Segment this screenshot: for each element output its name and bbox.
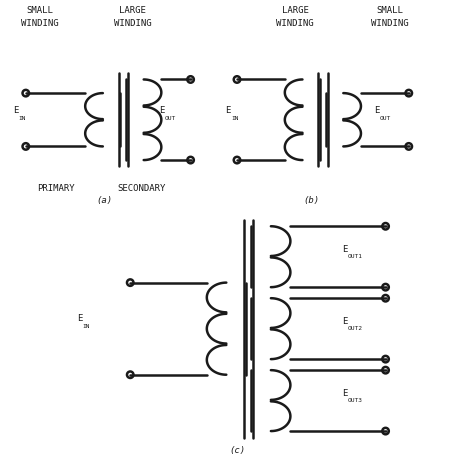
Text: E: E — [342, 245, 348, 254]
Text: OUT3: OUT3 — [348, 398, 363, 403]
Text: OUT2: OUT2 — [348, 326, 363, 332]
Text: E: E — [374, 106, 380, 115]
Text: (c): (c) — [229, 446, 245, 455]
Text: E: E — [342, 317, 348, 326]
Text: IN: IN — [82, 324, 90, 329]
Text: IN: IN — [231, 116, 238, 121]
Text: WINDING: WINDING — [114, 19, 151, 28]
Text: (a): (a) — [97, 196, 113, 205]
Text: SMALL: SMALL — [377, 6, 404, 15]
Text: (b): (b) — [303, 196, 319, 205]
Text: E: E — [342, 389, 348, 398]
Text: E: E — [77, 314, 82, 323]
Text: LARGE: LARGE — [282, 6, 309, 15]
Text: OUT: OUT — [164, 116, 176, 121]
Text: OUT1: OUT1 — [348, 255, 363, 259]
Text: SMALL: SMALL — [26, 6, 53, 15]
Text: WINDING: WINDING — [372, 19, 409, 28]
Text: OUT: OUT — [380, 116, 391, 121]
Text: SECONDARY: SECONDARY — [118, 184, 166, 193]
Text: WINDING: WINDING — [21, 19, 58, 28]
Text: E: E — [159, 106, 164, 115]
Text: E: E — [226, 106, 231, 115]
Text: IN: IN — [19, 116, 27, 121]
Text: WINDING: WINDING — [276, 19, 314, 28]
Text: PRIMARY: PRIMARY — [37, 184, 75, 193]
Text: E: E — [13, 106, 18, 115]
Text: LARGE: LARGE — [119, 6, 146, 15]
